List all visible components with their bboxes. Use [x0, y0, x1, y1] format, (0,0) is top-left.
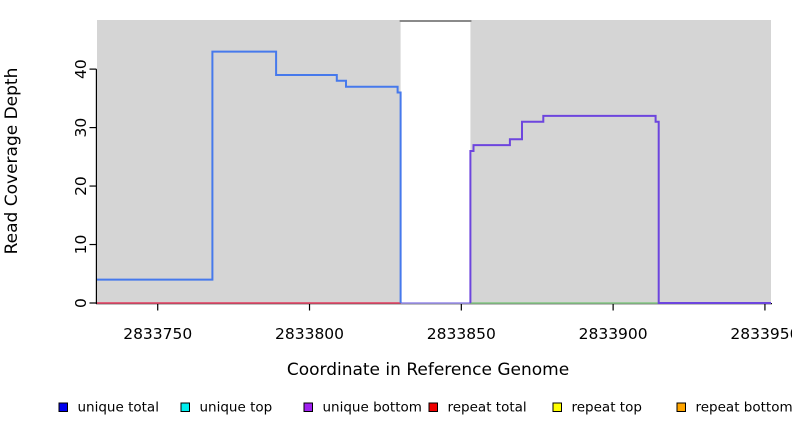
series-unique-total — [97, 50, 402, 303]
y-tick-label: 20 — [72, 176, 90, 196]
legend-label-repeat-total: repeat total — [448, 400, 527, 416]
plot-background-layer — [97, 20, 771, 303]
legend-swatch-unique-bottom — [303, 402, 313, 412]
y-axis-title: Read Coverage Depth — [2, 68, 22, 255]
y-tick-label: 40 — [72, 59, 90, 79]
legend-swatch-unique-total — [58, 402, 68, 412]
y-tick-label: 10 — [72, 235, 90, 255]
series-unique-bottom — [469, 114, 771, 304]
shaded-region — [470, 20, 771, 303]
y-tick-label: 0 — [72, 298, 90, 308]
legend-label-unique-bottom: unique bottom — [323, 400, 422, 416]
legend-label-unique-total: unique total — [78, 400, 159, 416]
series-layer — [97, 50, 771, 304]
legend-swatch-repeat-top — [552, 402, 562, 412]
legend-swatch-repeat-total — [428, 402, 438, 412]
x-tick-label: 2833750 — [123, 325, 192, 343]
legend-swatch-unique-top — [180, 402, 190, 412]
legend-label-repeat-bottom: repeat bottom — [696, 400, 792, 416]
legend-layer: unique total unique top unique bottom repea… — [58, 400, 792, 416]
legend-label-unique-top: unique top — [200, 400, 273, 416]
y-tick-label: 30 — [72, 118, 90, 138]
legend-swatch-repeat-bottom — [676, 402, 686, 412]
x-tick-label: 2833800 — [275, 325, 344, 343]
shaded-region — [97, 20, 401, 303]
legend-label-repeat-top: repeat top — [572, 400, 642, 416]
x-axis-title: Coordinate in Reference Genome — [287, 360, 569, 380]
x-tick-label: 2833850 — [427, 325, 496, 343]
x-tick-label: 2833900 — [579, 325, 648, 343]
